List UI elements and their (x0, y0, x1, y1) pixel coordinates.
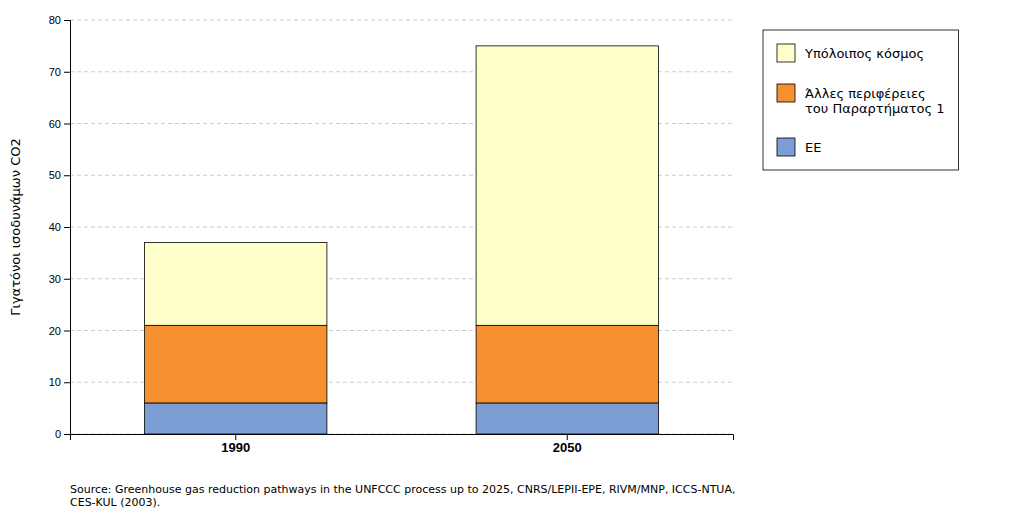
grid-line (70, 20, 733, 21)
y-tick-mark (64, 20, 70, 21)
bar (145, 325, 327, 403)
grid (70, 20, 733, 434)
legend-label: Άλλες περιφέρειεςτου Παραρτήματος 1 (805, 86, 945, 117)
y-tick-label: 50 (49, 169, 61, 181)
y-tick-label: 0 (55, 428, 61, 440)
legend-item: EE (777, 138, 821, 156)
bar (145, 243, 327, 326)
legend-swatch (777, 138, 795, 156)
x-axis-line (71, 435, 734, 441)
y-tick-mark (64, 279, 70, 280)
y-tick-mark (64, 124, 70, 125)
y-tick: 70 (49, 66, 70, 78)
bar (476, 403, 658, 434)
y-tick: 40 (49, 221, 70, 233)
y-tick-label: 80 (49, 14, 61, 26)
x-tick-label: 1990 (221, 440, 250, 455)
y-tick: 60 (49, 118, 70, 130)
y-tick: 50 (49, 169, 70, 181)
y-tick-label: 70 (49, 66, 61, 78)
bars (145, 46, 659, 434)
legend: Υπόλοιπος κόσμος Άλλες περιφέρειεςτου Παρ… (763, 30, 959, 170)
y-tick: 80 (49, 14, 70, 26)
bar (145, 403, 327, 434)
y-tick-label: 40 (49, 221, 61, 233)
legend-item: Άλλες περιφέρειεςτου Παραρτήματος 1 (777, 84, 945, 116)
y-tick-mark (64, 382, 70, 383)
y-tick: 10 (49, 376, 70, 388)
series (145, 325, 659, 403)
x-tick: 1990 (221, 434, 250, 455)
legend-frame (763, 30, 959, 170)
chart: 0 10 20 30 40 50 60 70 80 1990 2050 Γιγατόνοι ισοδυ… (0, 0, 1023, 514)
bar (476, 325, 658, 403)
y-axis-title: Γιγατόνοι ισοδυνάμων CO2 (8, 138, 23, 315)
y-tick-label: 10 (49, 376, 61, 388)
legend-swatch (777, 84, 795, 102)
bar (476, 46, 658, 325)
y-tick-mark (64, 175, 70, 176)
y-tick: 30 (49, 273, 70, 285)
y-tick: 20 (49, 325, 70, 337)
x-tick-mark (235, 434, 236, 440)
legend-item: Υπόλοιπος κόσμος (777, 44, 924, 62)
annotation: Source: Greenhouse gas reduction pathway… (70, 483, 735, 509)
y-tick-mark (64, 72, 70, 73)
y-tick-mark (64, 227, 70, 228)
legend-label: EE (805, 140, 821, 155)
series (145, 46, 659, 325)
legend-label: Υπόλοιπος κόσμος (804, 46, 924, 61)
legend-swatch (777, 44, 795, 62)
y-axis: 0 10 20 30 40 50 60 70 80 (49, 14, 71, 440)
y-tick-mark (64, 434, 70, 435)
x-axis: 1990 2050 (71, 434, 734, 455)
y-tick-label: 60 (49, 118, 61, 130)
plot: 0 10 20 30 40 50 60 70 80 1990 2050 (49, 14, 734, 455)
y-tick: 0 (55, 428, 70, 440)
y-tick-mark (64, 331, 70, 332)
y-axis-line (64, 21, 71, 435)
x-tick-label: 2050 (553, 440, 582, 455)
y-tick-label: 30 (49, 273, 61, 285)
y-tick-label: 20 (49, 325, 61, 337)
series (145, 403, 659, 434)
x-tick: 2050 (553, 434, 582, 455)
x-tick-mark (567, 434, 568, 440)
